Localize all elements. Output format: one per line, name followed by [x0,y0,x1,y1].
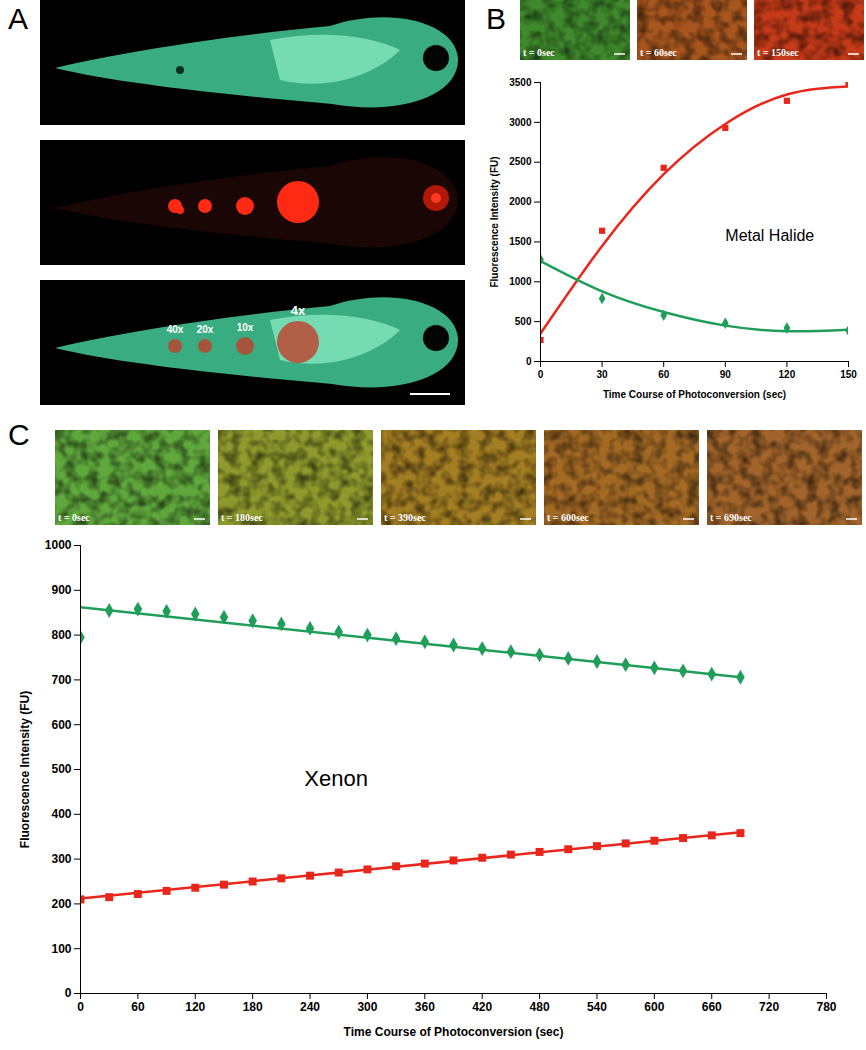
svg-text:t = 60sec: t = 60sec [640,47,677,58]
svg-text:1000: 1000 [509,276,532,287]
svg-text:90: 90 [720,369,732,380]
svg-text:60: 60 [131,1000,145,1014]
svg-text:Xenon: Xenon [304,766,368,791]
svg-text:2000: 2000 [509,196,532,207]
svg-text:3500: 3500 [509,77,532,88]
svg-text:40x: 40x [167,324,184,335]
svg-text:660: 660 [702,1000,722,1014]
svg-text:t = 180sec: t = 180sec [221,512,263,523]
svg-text:900: 900 [51,583,71,597]
svg-text:30: 30 [597,369,609,380]
svg-text:0: 0 [65,986,72,1000]
svg-text:2500: 2500 [509,156,532,167]
svg-text:4x: 4x [291,303,306,318]
svg-text:800: 800 [51,628,71,642]
html-text:C: C [8,418,30,451]
html-text:B: B [486,2,506,35]
svg-text:240: 240 [300,1000,320,1014]
svg-text:600: 600 [51,718,71,732]
svg-text:150: 150 [840,369,857,380]
svg-text:Fluorescence Intensity (FU): Fluorescence Intensity (FU) [489,156,500,287]
svg-text:360: 360 [415,1000,435,1014]
svg-text:500: 500 [515,316,532,327]
svg-text:t = 390sec: t = 390sec [384,512,426,523]
svg-text:200: 200 [51,897,71,911]
svg-text:Fluorescence Intensity (FU): Fluorescence Intensity (FU) [18,691,32,848]
svg-text:60: 60 [658,369,670,380]
svg-text:Time Course of Photoconversion: Time Course of Photoconversion (sec) [344,1025,564,1039]
svg-text:120: 120 [185,1000,205,1014]
svg-text:t = 0sec: t = 0sec [523,47,555,58]
svg-text:1000: 1000 [45,538,72,552]
svg-text:300: 300 [357,1000,377,1014]
svg-text:0: 0 [77,1000,84,1014]
svg-text:400: 400 [51,807,71,821]
svg-text:540: 540 [587,1000,607,1014]
svg-text:600: 600 [644,1000,664,1014]
svg-text:0: 0 [526,356,532,367]
svg-text:480: 480 [530,1000,550,1014]
html-text:A: A [8,2,28,35]
svg-text:10x: 10x [237,322,254,333]
svg-text:0: 0 [538,369,544,380]
svg-text:700: 700 [51,673,71,687]
svg-text:20x: 20x [197,324,214,335]
svg-text:720: 720 [759,1000,779,1014]
svg-text:300: 300 [51,852,71,866]
svg-text:t = 0sec: t = 0sec [58,512,90,523]
svg-text:3000: 3000 [509,117,532,128]
svg-text:180: 180 [243,1000,263,1014]
svg-text:1500: 1500 [509,236,532,247]
svg-text:Metal Halide: Metal Halide [725,227,814,244]
svg-text:500: 500 [51,762,71,776]
svg-text:100: 100 [51,942,71,956]
svg-text:120: 120 [779,369,796,380]
svg-text:780: 780 [816,1000,836,1014]
svg-text:Time Course of Photoconversion: Time Course of Photoconversion (sec) [603,389,786,400]
svg-text:t = 150sec: t = 150sec [757,47,799,58]
svg-text:t = 690sec: t = 690sec [710,512,752,523]
svg-text:420: 420 [472,1000,492,1014]
svg-text:t = 600sec: t = 600sec [547,512,589,523]
